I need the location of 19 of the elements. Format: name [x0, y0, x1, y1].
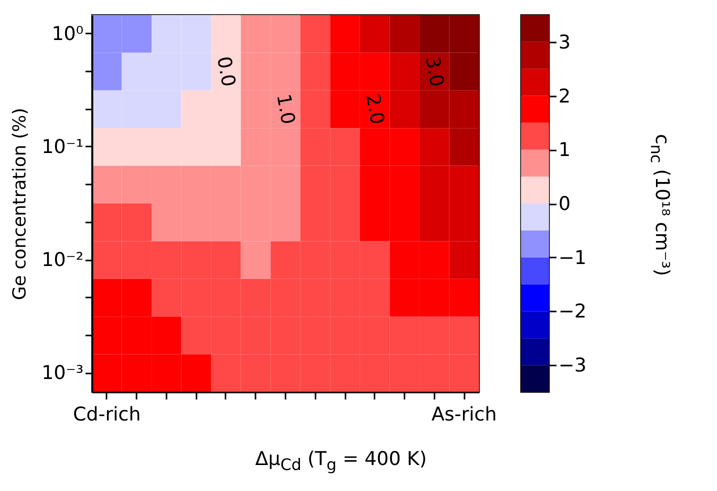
- color-bar-label: −1: [558, 246, 587, 269]
- y-tick-label: 10⁻³: [42, 362, 84, 384]
- x-axis-title: Δμ$_{Cd}$ (T$_{g}$ = 400 K): [254, 448, 428, 474]
- y-tick-label: 10⁻¹: [42, 136, 84, 158]
- x-tick-label: Cd-rich: [73, 404, 141, 426]
- color-bar-label: 3: [558, 31, 571, 54]
- annotation: 3.0: [420, 54, 448, 88]
- y-tick-label: 10⁻²: [42, 249, 84, 272]
- y-axis-title: Ge concentration (%): [10, 108, 31, 300]
- annotation: 2.0: [361, 92, 388, 126]
- y-tick-label: 10⁰: [52, 22, 84, 45]
- annotation: 0.0: [212, 54, 240, 88]
- color-bar-label: 2: [558, 85, 571, 108]
- color-bar-label: −3: [558, 354, 587, 377]
- annotation: 1.0: [272, 92, 299, 126]
- x-tick-label: As-rich: [431, 404, 497, 426]
- color-bar-label: 0: [558, 193, 571, 215]
- color-bar-label: 1: [558, 139, 571, 162]
- color-bar-label: −2: [558, 300, 587, 323]
